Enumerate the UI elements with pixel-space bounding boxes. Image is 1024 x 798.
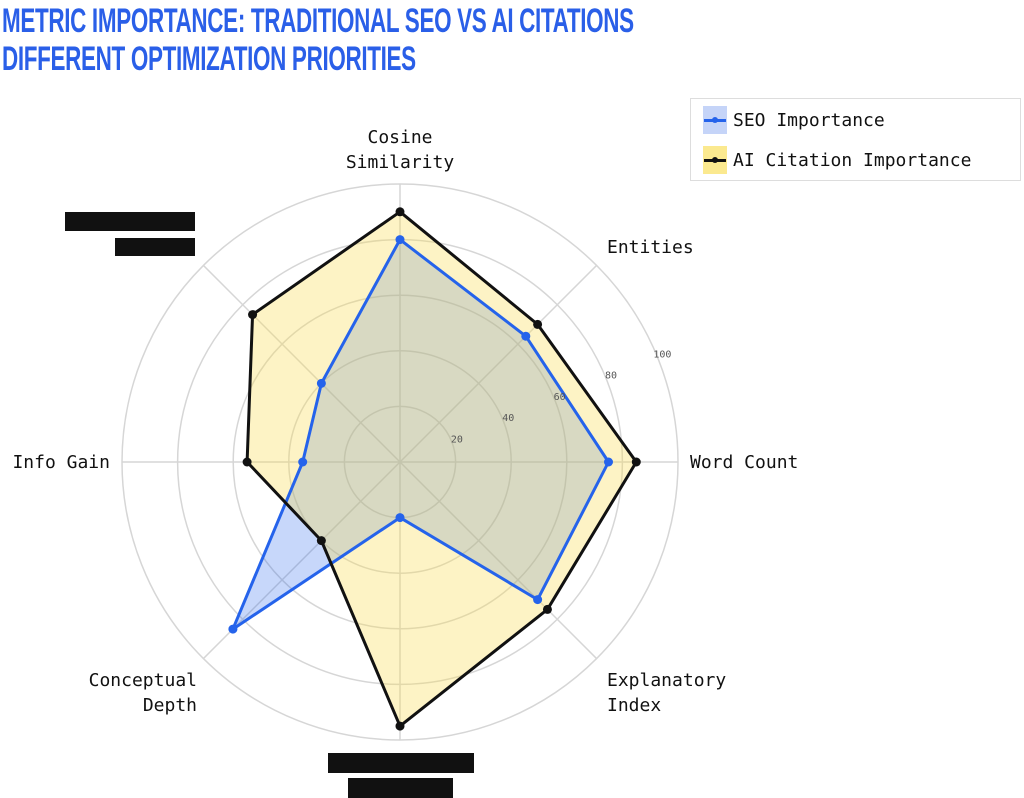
data-point: [521, 331, 531, 341]
legend-item-ai[interactable]: AI Citation Importance: [703, 146, 971, 174]
axis-label-cosine-similarity: Similarity: [346, 152, 455, 173]
data-point: [395, 235, 405, 245]
redacted-label-bar: [65, 212, 195, 231]
data-point: [604, 457, 613, 467]
axis-label-conceptual-depth: Conceptual: [89, 670, 197, 691]
axis-label-explanatory-index: Explanatory: [607, 670, 726, 691]
chart-title-line-2: DIFFERENT OPTIMIZATION PRIORITIES: [2, 40, 416, 78]
axis-label-word-count: Word Count: [690, 452, 798, 473]
redacted-label-bar: [328, 753, 474, 773]
data-point: [631, 457, 641, 467]
data-point: [316, 536, 326, 546]
axis-label-entities: Entities: [607, 237, 694, 258]
legend-swatch-ai: [703, 146, 727, 174]
data-point: [395, 721, 405, 731]
data-point: [316, 378, 326, 388]
data-point: [533, 595, 543, 605]
legend-item-seo[interactable]: SEO Importance: [703, 106, 885, 134]
series-area-1: [247, 211, 637, 727]
data-point: [395, 207, 405, 217]
tick-label: 80: [605, 371, 617, 382]
axis-label-conceptual-depth: Depth: [143, 695, 197, 716]
data-point: [298, 457, 308, 467]
tick-label: 40: [502, 413, 514, 424]
data-point: [533, 319, 543, 329]
redacted-label-bar: [348, 778, 453, 798]
grid-spoke: [399, 461, 598, 660]
grid-spoke: [399, 264, 598, 463]
chart-title-line-1: METRIC IMPORTANCE: TRADITIONAL SEO VS AI…: [2, 2, 634, 40]
data-point: [242, 457, 252, 467]
grid-spoke: [202, 264, 401, 463]
legend-swatch-seo: [703, 106, 727, 134]
data-point: [395, 513, 405, 523]
legend-label-seo: SEO Importance: [733, 109, 885, 131]
data-point: [228, 624, 238, 634]
tick-label: 20: [451, 434, 463, 445]
tick-label: 60: [554, 392, 566, 403]
tick-label: 100: [653, 349, 671, 360]
data-point: [248, 310, 258, 320]
axis-label-info-gain: Info Gain: [12, 452, 110, 473]
legend: SEO Importance AI Citation Importance: [690, 98, 1021, 181]
data-point: [542, 604, 552, 614]
redacted-label-bar: [115, 238, 195, 256]
axis-label-cosine-similarity: Cosine: [367, 127, 432, 148]
axis-label-explanatory-index: Index: [607, 695, 661, 716]
legend-label-ai: AI Citation Importance: [733, 149, 972, 171]
series-area-0: [232, 239, 609, 630]
